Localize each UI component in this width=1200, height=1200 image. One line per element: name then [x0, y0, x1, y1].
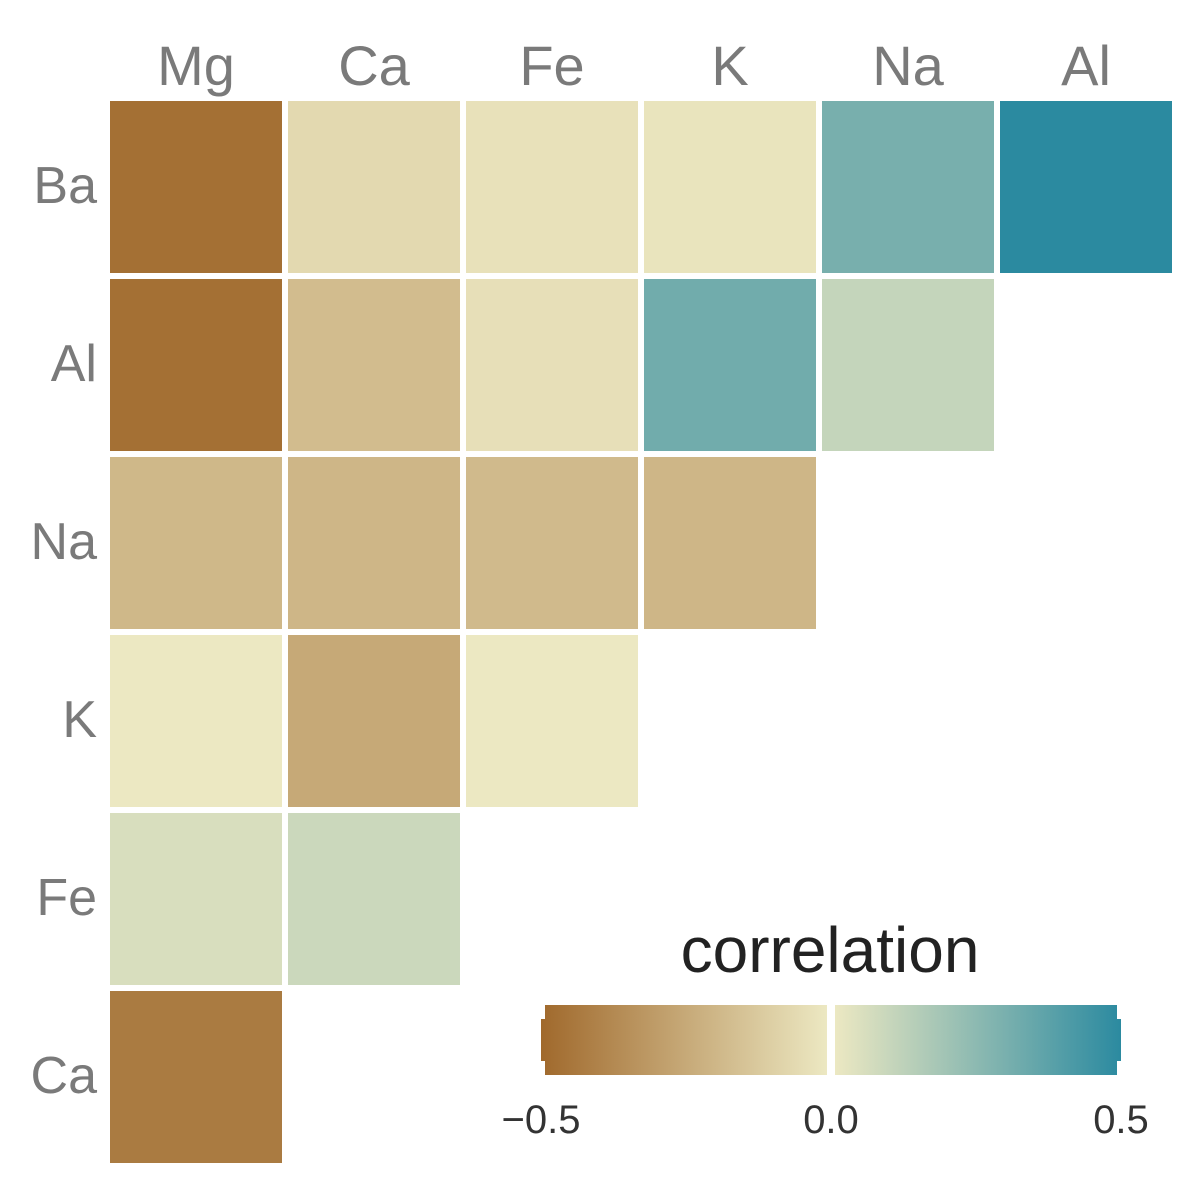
row-label-ba: Ba [33, 157, 97, 215]
legend-gradient-negative [541, 1005, 827, 1075]
col-label-mg: Mg [157, 34, 235, 97]
heatmap-cell-fe-ca [288, 813, 460, 985]
col-label-na: Na [872, 34, 944, 97]
legend-tick-top-0 [537, 1005, 545, 1019]
col-label-ca: Ca [338, 34, 410, 97]
heatmap-cell-ba-ca [288, 101, 460, 273]
legend-tick-top-1 [827, 1005, 835, 1019]
heatmap-cell-na-mg [110, 457, 282, 629]
legend-tick-bottom-1 [827, 1061, 835, 1075]
legend-tick-label-pos: 0.5 [1093, 1098, 1149, 1142]
row-label-na: Na [30, 513, 97, 571]
row-label-fe: Fe [36, 869, 97, 927]
heatmap-cell-na-k [644, 457, 816, 629]
heatmap-cell-k-fe [466, 635, 638, 807]
row-label-ca: Ca [30, 1047, 97, 1105]
heatmap-cell-na-ca [288, 457, 460, 629]
heatmap-cell-al-na [822, 279, 994, 451]
heatmap-cell-al-mg [110, 279, 282, 451]
heatmap-cell-ba-al [1000, 101, 1172, 273]
col-label-fe: Fe [519, 34, 585, 97]
heatmap-cell-k-mg [110, 635, 282, 807]
col-label-k: K [711, 34, 749, 97]
heatmap-cell-ba-k [644, 101, 816, 273]
heatmap-cell-ba-fe [466, 101, 638, 273]
legend-tick-label-neg: −0.5 [501, 1098, 581, 1142]
legend-tick-bottom-0 [537, 1061, 545, 1075]
heatmap-cell-na-fe [466, 457, 638, 629]
heatmap-cell-ba-na [822, 101, 994, 273]
legend-tick-label-zero: 0.0 [803, 1098, 859, 1142]
heatmap-cells [110, 101, 1172, 1163]
legend-title: correlation [680, 914, 980, 986]
heatmap-cell-fe-mg [110, 813, 282, 985]
heatmap-cell-al-fe [466, 279, 638, 451]
col-label-al: Al [1061, 34, 1111, 97]
row-label-k: K [62, 691, 97, 749]
heatmap-cell-k-ca [288, 635, 460, 807]
legend-colorbar [537, 1005, 1125, 1075]
legend-tick-top-2 [1117, 1005, 1125, 1019]
legend-gradient-positive [835, 1005, 1121, 1075]
heatmap-cell-al-ca [288, 279, 460, 451]
legend-tick-bottom-2 [1117, 1061, 1125, 1075]
heatmap-cell-al-k [644, 279, 816, 451]
row-label-al: Al [50, 335, 97, 393]
heatmap-cell-ca-mg [110, 991, 282, 1163]
heatmap-cell-ba-mg [110, 101, 282, 273]
